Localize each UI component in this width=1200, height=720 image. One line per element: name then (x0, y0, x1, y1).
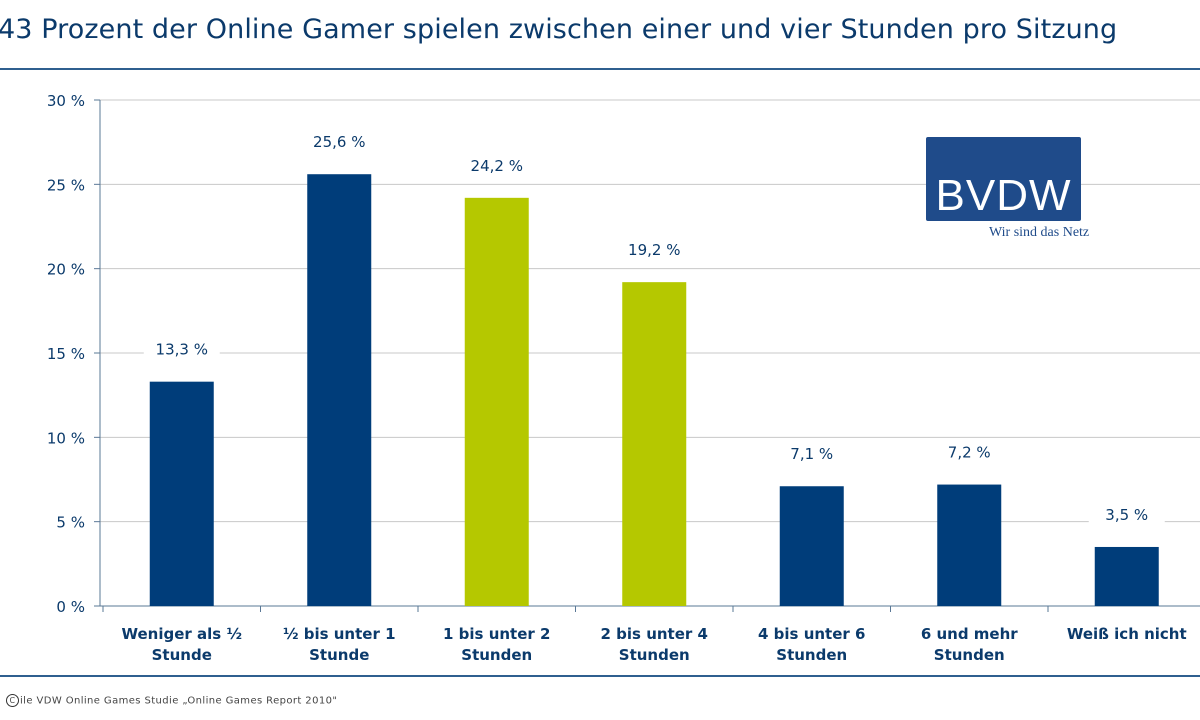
x-tick-label: Stunden (776, 646, 847, 664)
bar (779, 486, 844, 606)
source-text: ile VDW Online Games Studie „Online Game… (20, 695, 338, 707)
x-tick-label: Stunde (309, 646, 369, 664)
y-tick-label: 15 % (47, 345, 85, 363)
data-label: 13,3 % (156, 341, 208, 359)
data-label-bg (931, 442, 1008, 465)
logo-tagline: Wir sind das Netz (989, 225, 1090, 240)
x-tick-label: 6 und mehr (921, 625, 1018, 643)
x-tick-label: Stunden (461, 646, 532, 664)
data-label: 7,2 % (948, 444, 991, 462)
y-tick-label: 5 % (56, 514, 85, 532)
bar (1094, 546, 1159, 606)
y-tick-label: 30 % (47, 92, 85, 110)
data-label-bg (773, 444, 850, 467)
title-divider (0, 68, 1200, 70)
data-label: 3,5 % (1105, 506, 1148, 524)
bar (464, 197, 529, 606)
x-tick-label: ½ bis unter 1 (283, 625, 396, 643)
bvdw-logo: BVDW (926, 137, 1081, 221)
x-tick-label: 1 bis unter 2 (443, 625, 550, 643)
bar (149, 381, 214, 606)
data-label-bg (301, 132, 378, 155)
y-tick-label: 0 % (56, 598, 85, 616)
bar-chart: 0 % 5 % 10 % 15 % 20 % 25 % 30 % 13,3 % Weniger … (47, 92, 1200, 664)
x-tick-label: Stunde (152, 646, 212, 664)
bar (937, 484, 1002, 606)
x-tick-label: 4 bis unter 6 (758, 625, 865, 643)
data-label-bg (616, 240, 693, 263)
footer-divider (0, 675, 1200, 677)
x-tick-label: Weniger als ½ (122, 625, 242, 643)
data-label-bg (1088, 504, 1165, 527)
x-tick-label: Stunden (934, 646, 1005, 664)
data-label: 24,2 % (471, 157, 523, 175)
bar (622, 282, 687, 606)
y-tick-label: 10 % (47, 429, 85, 447)
data-label: 7,1 % (790, 445, 833, 463)
bar (307, 174, 372, 607)
data-label: 25,6 % (313, 133, 365, 151)
y-tick-label: 20 % (47, 261, 85, 279)
y-tick-label: 25 % (47, 176, 85, 194)
x-tick-label: Weiß ich nicht (1067, 625, 1187, 643)
chart-title: 43 Prozent der Online Gamer spielen zwis… (0, 14, 1118, 45)
data-label-bg (143, 339, 220, 362)
x-tick-label: Stunden (619, 646, 690, 664)
x-tick-label: 2 bis unter 4 (601, 625, 708, 643)
data-label-bg (458, 155, 535, 178)
copyright-icon: C (6, 694, 19, 707)
data-label: 19,2 % (628, 241, 680, 259)
logo-mark: BVDW (935, 171, 1072, 220)
